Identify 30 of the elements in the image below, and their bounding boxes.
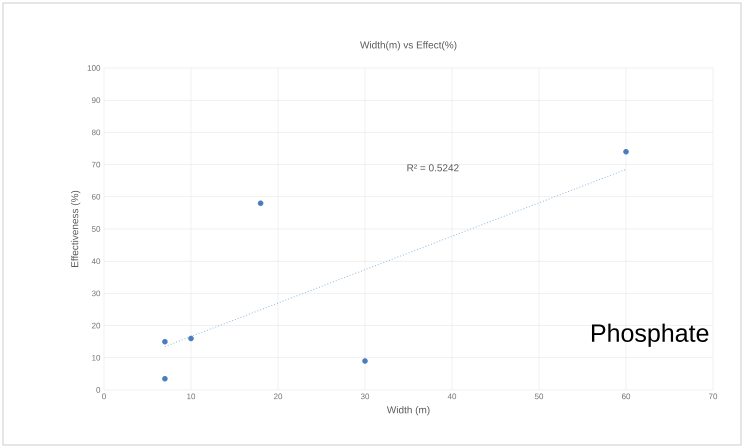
point <box>362 358 368 364</box>
x-tick-label: 0 <box>102 394 106 400</box>
x-tick-label: 40 <box>448 394 456 400</box>
x-tick-label: 70 <box>708 394 718 400</box>
y-tick-label: 100 <box>88 65 100 71</box>
y-tick-label: 20 <box>92 322 100 328</box>
x-tick-label: 60 <box>622 394 630 400</box>
point <box>258 200 264 206</box>
point <box>162 376 168 382</box>
y-tick-label: 70 <box>92 162 100 168</box>
x-tick-label: 30 <box>360 394 370 400</box>
point <box>162 338 168 344</box>
annotation: Phosphate <box>592 324 708 347</box>
y-tick-label: 40 <box>92 258 100 264</box>
y-tick-label: 90 <box>92 97 100 104</box>
y-tick-label: 10 <box>92 354 100 361</box>
x-axis-title: Width (m) <box>386 406 430 416</box>
y-axis-title: Effectiveness (%) <box>70 190 80 267</box>
y-tick-label: 30 <box>92 290 100 296</box>
x-tick-label: 20 <box>274 394 282 400</box>
annotation: R² = 0.5242 <box>407 164 459 172</box>
y-tick-label: 80 <box>92 130 100 136</box>
y-tick-label: 0 <box>96 387 100 393</box>
y-tick-label: 50 <box>92 226 100 232</box>
point <box>623 148 629 155</box>
point <box>188 336 194 342</box>
x-tick-label: 10 <box>187 394 196 400</box>
chart-title: Width(m) vs Effect(%) <box>360 41 456 50</box>
y-tick-label: 60 <box>92 194 100 200</box>
x-tick-label: 50 <box>534 394 544 400</box>
